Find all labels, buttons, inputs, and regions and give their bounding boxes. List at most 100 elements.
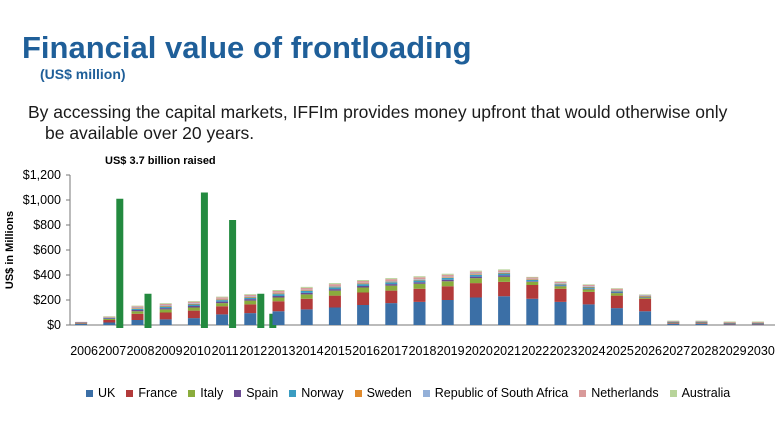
bar-uk — [300, 309, 313, 325]
bar-norway — [300, 291, 313, 293]
y-tick-label: $0 — [47, 318, 61, 332]
legend-swatch — [669, 389, 677, 397]
bar-italy — [582, 289, 595, 292]
y-tick-label: $200 — [33, 293, 61, 307]
bar-norway — [328, 287, 341, 290]
bar-spain — [159, 308, 172, 310]
bar-sweden — [357, 283, 370, 285]
bar-republic-of-south-africa — [469, 273, 482, 275]
bar-norway — [131, 308, 144, 310]
bar-netherlands — [751, 321, 764, 323]
x-tick-label: 2028 — [691, 344, 719, 358]
legend-item: Italy — [188, 386, 223, 400]
legend-label: UK — [98, 386, 116, 400]
intro-line-1: By accessing the capital markets, IFFIm … — [28, 102, 728, 122]
bar-republic-of-south-africa — [187, 303, 200, 304]
x-tick-label: 2012 — [239, 344, 267, 358]
bar-sweden — [385, 281, 398, 283]
legend-item: Spain — [234, 386, 278, 400]
bar-italy — [103, 319, 116, 320]
x-tick-label: 2011 — [212, 344, 239, 358]
bar-netherlands — [216, 297, 229, 299]
legend-swatch — [188, 389, 196, 397]
bar-norway — [639, 296, 652, 298]
bar-france — [159, 312, 172, 320]
bar-australia — [441, 273, 454, 275]
bar-australia — [216, 296, 229, 298]
x-tick-label: 2015 — [324, 344, 352, 358]
bar-republic-of-south-africa — [639, 295, 652, 296]
bar-australia — [159, 303, 172, 304]
bar-uk — [75, 323, 88, 325]
bar-norway — [385, 282, 398, 285]
bar-france — [469, 283, 482, 298]
bar-australia — [385, 278, 398, 280]
bar-italy — [300, 294, 313, 299]
bar-australia — [498, 269, 511, 271]
bar-spain — [554, 285, 567, 287]
bar-norway — [441, 277, 454, 280]
bar-norway — [526, 280, 539, 282]
bar-republic-of-south-africa — [159, 305, 172, 306]
bar-netherlands — [357, 281, 370, 283]
bar-italy — [526, 281, 539, 285]
intro-text: By accessing the capital markets, IFFIm … — [28, 102, 768, 144]
bar-france — [75, 323, 88, 324]
page-title: Financial value of frontloading — [22, 30, 472, 65]
chart-legend: UK France Italy Spain Norway Sweden Republic o… — [86, 386, 741, 400]
bar-australia — [582, 284, 595, 285]
bar-france — [723, 323, 736, 325]
bar-spain — [328, 289, 341, 291]
bar-france — [639, 298, 652, 312]
bar-france — [441, 286, 454, 300]
bar-norway — [187, 304, 200, 306]
bar-france — [526, 285, 539, 299]
y-tick-label: $600 — [33, 243, 61, 257]
x-tick-label: 2018 — [409, 344, 437, 358]
y-tick-label: $1,000 — [23, 193, 61, 207]
bar-sweden — [131, 308, 144, 309]
x-tick-label: 2027 — [662, 344, 690, 358]
bar-netherlands — [469, 271, 482, 274]
bar-netherlands — [639, 294, 652, 296]
legend-item: Republic of South Africa — [422, 386, 568, 400]
bar-italy — [469, 278, 482, 284]
bar-uk — [103, 322, 116, 325]
bar-sweden — [498, 272, 511, 274]
bar-spain — [300, 292, 313, 295]
bar-australia — [526, 276, 539, 278]
bar-netherlands — [75, 321, 88, 323]
x-tick-label: 2020 — [465, 344, 493, 358]
bar-republic-of-south-africa — [357, 282, 370, 284]
bar-uk — [667, 323, 680, 325]
bar-republic-of-south-africa — [413, 279, 426, 280]
bar-netherlands — [385, 279, 398, 281]
bar-netherlands — [695, 321, 708, 322]
bar-uk — [413, 301, 426, 325]
bar-uk — [469, 297, 482, 325]
chart-annotation: US$ 3.7 billion raised — [105, 155, 216, 167]
bar-norway — [216, 300, 229, 302]
bar-republic-of-south-africa — [441, 276, 454, 278]
bar-netherlands — [526, 277, 539, 279]
bar-raised — [144, 293, 152, 328]
bar-republic-of-south-africa — [526, 278, 539, 280]
bar-australia — [357, 280, 370, 281]
bar-australia — [131, 305, 144, 307]
legend-label: France — [138, 386, 178, 400]
bar-republic-of-south-africa — [582, 286, 595, 287]
x-tick-label: 2016 — [352, 344, 380, 358]
bar-sweden — [272, 293, 285, 295]
bar-sweden — [244, 297, 257, 298]
bar-spain — [695, 322, 708, 323]
x-tick-label: 2024 — [578, 344, 606, 358]
x-tick-label: 2022 — [521, 344, 549, 358]
bar-sweden — [328, 286, 341, 288]
bar-italy — [413, 283, 426, 289]
bar-spain — [385, 284, 398, 286]
bar-france — [610, 295, 623, 309]
bar-australia — [272, 290, 285, 291]
bar-spain — [526, 281, 539, 282]
bar-italy — [244, 300, 257, 305]
bar-france — [751, 323, 764, 325]
